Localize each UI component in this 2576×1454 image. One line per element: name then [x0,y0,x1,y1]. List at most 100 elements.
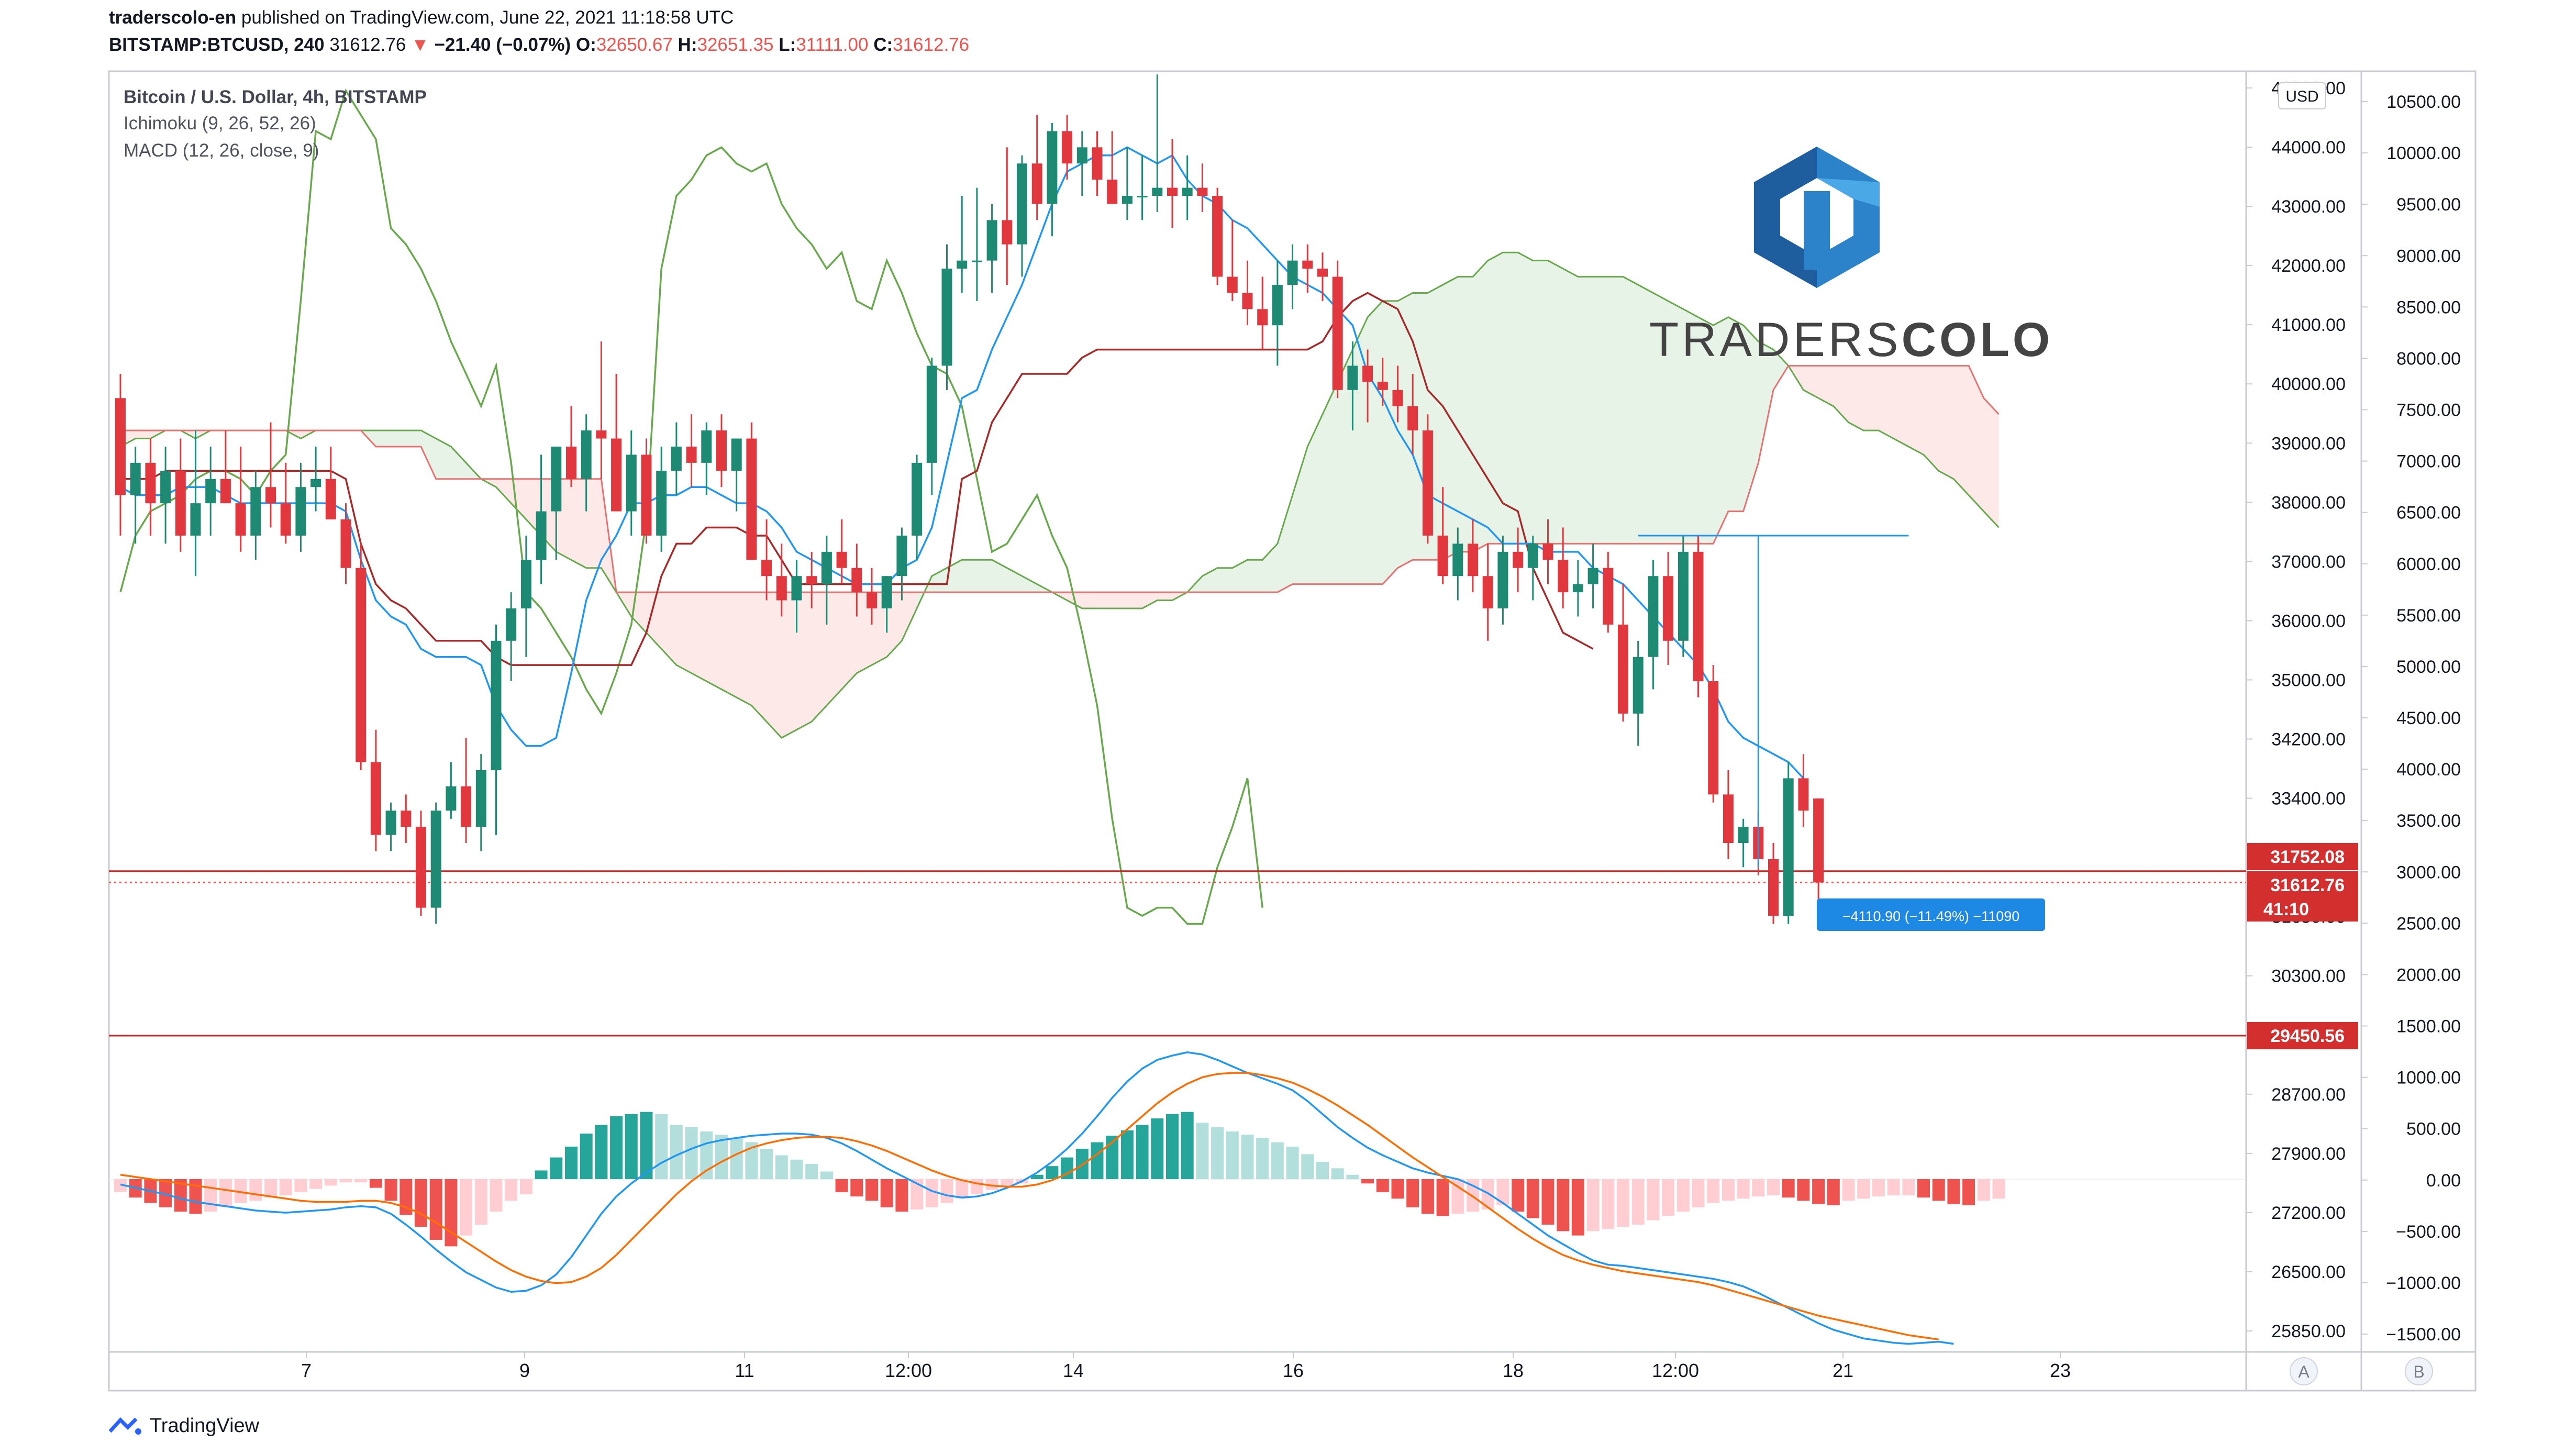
left-axis-label: 40000.00 [2271,374,2346,394]
macd-histogram-bar [700,1131,713,1179]
macd-histogram-bar [820,1171,833,1179]
candles [115,74,1824,924]
cloud-segment [1893,365,1909,447]
candle-body [1302,260,1313,269]
left-axis-label: 43000.00 [2271,197,2346,217]
candle-body [881,576,892,608]
macd-histogram-bar [1707,1179,1720,1203]
macd-histogram-bar [294,1179,307,1192]
candle-body [1227,276,1238,293]
candle-body [1031,163,1042,204]
close-value: 31612.76 [893,35,970,55]
legend-macd[interactable]: MACD (12, 26, close, 9) [124,140,319,161]
legend-title[interactable]: Bitcoin / U.S. Dollar, 4h, BITSTAMP [124,87,427,107]
macd-histogram-bar [1932,1179,1945,1201]
macd-histogram-bar [1662,1179,1675,1216]
macd-histogram-bar [1526,1179,1539,1218]
candle-body [205,479,216,504]
cloud-segment [1473,260,1488,552]
macd-histogram-bar [1752,1179,1765,1197]
candle-body [1513,551,1524,568]
scale-button-b[interactable] [2405,1357,2433,1385]
macd-histogram-bar [1391,1179,1404,1199]
macd-histogram-bar [1030,1174,1043,1179]
cloud-segment [1878,365,1894,439]
down-arrow-icon: ▼ [411,35,429,55]
macd-histogram-bar [1857,1179,1870,1199]
cloud-segment [375,430,391,447]
left-axis-label: 33400.00 [2271,789,2346,809]
macd-histogram-bar [1271,1142,1284,1179]
left-axis-label: 44000.00 [2271,138,2346,158]
candle-body [115,398,126,495]
symbol-name: BITSTAMP:BTCUSD, 240 [109,35,325,55]
macd-histogram-bar [1512,1179,1525,1212]
candle-body [446,786,457,811]
left-axis-label: 39000.00 [2271,434,2346,453]
right-axis-label: 1500.00 [2396,1017,2461,1037]
cloud-segment [1608,276,1623,544]
senkou-span-a [120,251,2000,739]
scale-button-a[interactable] [2290,1357,2318,1385]
macd-histogram-bar [1947,1179,1960,1204]
cloud-segment [812,592,827,722]
cloud-segment [721,592,737,697]
macd-histogram-bar [970,1179,983,1194]
candle-body [1152,187,1163,196]
macd-histogram-bar [279,1179,292,1196]
right-axis-label: 7500.00 [2396,401,2461,420]
candle-body [235,503,246,536]
macd-histogram-bar [249,1179,262,1201]
left-axis-label: 27900.00 [2271,1144,2346,1164]
cloud-segment [1352,317,1368,584]
macd-histogram-bar [1917,1179,1930,1198]
cloud-segment [1277,495,1293,593]
cloud-segment [947,560,962,593]
cloud-segment [1323,382,1338,584]
candle-body [520,560,531,608]
cloud-segment [872,592,887,665]
candle-body [1407,406,1418,431]
right-axis-label: 8500.00 [2396,297,2461,317]
time-label: 7 [301,1360,312,1381]
macd-histogram-bar [625,1114,638,1179]
candle-body [1242,293,1253,309]
tag-29450: 29450.56 [2270,1026,2345,1046]
macd-histogram-bar [1211,1127,1224,1179]
candle-body [1723,794,1734,843]
right-axis-label: 10500.00 [2386,92,2461,112]
cloud-segment [571,479,586,568]
legend-ichimoku[interactable]: Ichimoku (9, 26, 52, 26) [124,113,316,134]
candle-body [1587,568,1598,584]
macd-histogram-bar [1436,1179,1449,1216]
macd-histogram-bar [1782,1179,1795,1198]
cloud-segment [691,592,707,682]
tradingview-footer[interactable]: TradingView [109,1415,259,1437]
macd-line [120,1051,1954,1345]
tenkan-sen [120,146,1804,779]
candle-body [551,447,562,512]
macd-histogram-bar [760,1149,773,1179]
candle-body [581,430,592,479]
currency-badge-label: USD [2285,88,2318,105]
macd-histogram-bar [219,1179,232,1207]
cloud-segment [1938,365,1954,479]
macd-histogram-bar [1376,1179,1389,1192]
publisher-name[interactable]: traderscolo-en [109,7,237,28]
cloud-segment [1112,592,1127,608]
candle-body [370,762,381,835]
macd-histogram-bar [369,1179,382,1188]
cloud-segment [1563,269,1578,544]
cloud-segment [586,479,602,568]
macd-histogram-bar [730,1138,743,1179]
macd-histogram-bar [1166,1114,1179,1179]
close-label: C: [873,35,893,55]
cloud-segment [1097,592,1113,608]
candle-body [1648,576,1659,657]
macd-histogram-bar [1541,1179,1555,1225]
cloud-segment [976,560,992,593]
measure-tool: −4110.90 (−11.49%) −11090 [1638,535,2045,931]
candle-body [1437,535,1448,576]
candle-body [926,365,937,463]
candle-body [1362,365,1373,382]
